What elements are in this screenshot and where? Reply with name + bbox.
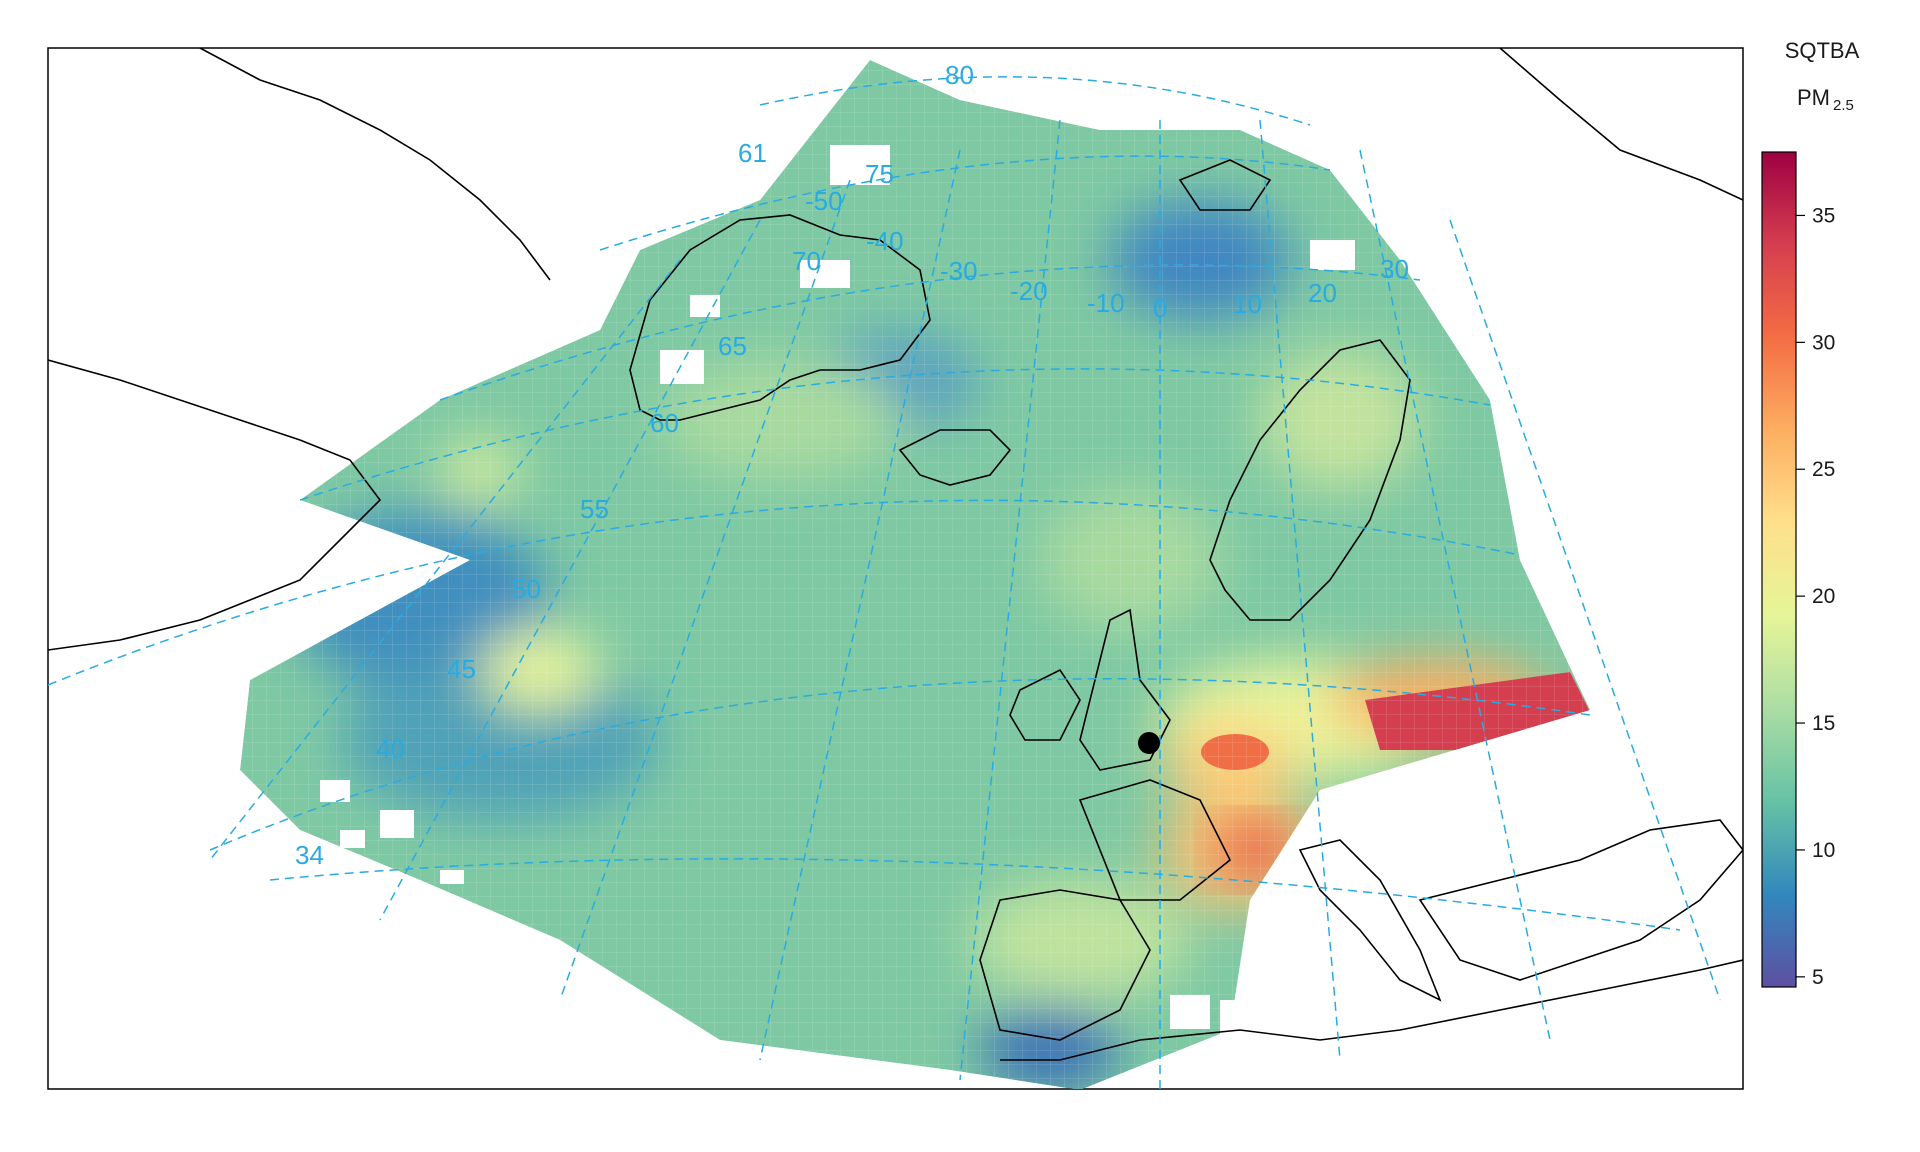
greenland-coast xyxy=(629,214,931,421)
meridian-10 xyxy=(1259,119,1341,1061)
lon-label-20: 20 xyxy=(1308,278,1337,308)
lat-label-40: 40 xyxy=(376,734,405,764)
italy-coast xyxy=(1298,839,1442,1002)
lon-label-0: 0 xyxy=(1153,293,1167,323)
siberia-coast xyxy=(1499,48,1743,201)
svalbard-coast xyxy=(1178,159,1272,211)
north-africa-coast xyxy=(1000,959,1743,1061)
lat-label-50: 50 xyxy=(512,574,541,604)
meridian-20 xyxy=(1359,149,1551,1041)
lat-label-65: 65 xyxy=(718,331,747,361)
legend-title: SQTBA xyxy=(1785,38,1860,63)
parallel-34 xyxy=(269,858,1681,931)
parallel-45 xyxy=(48,499,1521,686)
lat-label-80: 80 xyxy=(945,60,974,90)
meridian-30 xyxy=(1449,219,1721,1001)
colorbar-tick-label: 15 xyxy=(1812,712,1835,735)
colorbar xyxy=(1761,151,1797,988)
lon-label-10: 10 xyxy=(1233,289,1262,319)
colorbar-tick-label: 35 xyxy=(1812,204,1835,227)
north-america-coast xyxy=(48,359,382,651)
legend-variable: PM xyxy=(1797,85,1830,110)
balkans-coast xyxy=(1418,819,1743,981)
legend-variable-subscript: 2.5 xyxy=(1833,97,1854,114)
ireland-coast xyxy=(1009,668,1081,741)
lon-label-minus-40: -40 xyxy=(866,226,904,256)
lon-label-30: 30 xyxy=(1380,254,1409,284)
lat-label-75: 75 xyxy=(865,159,894,189)
lat-label-61: 61 xyxy=(738,138,767,168)
graticule-labels: 80 75 70 65 61 60 55 50 45 40 34 -50 -40… xyxy=(295,60,1409,870)
meridian-minus-20 xyxy=(759,149,961,1061)
lat-label-34: 34 xyxy=(295,840,324,870)
color-legend: SQTBA PM 2.5 5 10 15 20 25 30 35 xyxy=(1761,38,1860,989)
colorbar-ticks: 5 10 15 20 25 30 35 xyxy=(1796,204,1835,989)
iberia-coast xyxy=(979,889,1151,1041)
no-data-cells xyxy=(320,145,1355,1050)
parallel-55 xyxy=(299,368,1491,501)
lat-label-45: 45 xyxy=(447,654,476,684)
arctic-canada-coast xyxy=(199,48,551,281)
graticule xyxy=(48,76,1721,1089)
receptor-point-marker xyxy=(1138,732,1160,754)
lat-label-55: 55 xyxy=(580,494,609,524)
lat-label-70: 70 xyxy=(792,246,821,276)
parallel-60 xyxy=(439,264,1421,401)
colorbar-tick-label: 5 xyxy=(1812,966,1824,989)
colorbar-tick-label: 10 xyxy=(1812,839,1835,862)
colorbar-tick-label: 20 xyxy=(1812,585,1835,608)
iceland-coast xyxy=(898,429,1012,486)
meridian-minus-40 xyxy=(379,219,761,921)
lon-label-minus-10: -10 xyxy=(1087,288,1125,318)
colorbar-tick-label: 25 xyxy=(1812,458,1835,481)
meridian-minus-10 xyxy=(959,119,1061,1081)
great-britain-coast xyxy=(1079,608,1171,771)
parallel-40 xyxy=(209,678,1591,851)
lon-label-minus-30: -30 xyxy=(940,256,978,286)
parallel-80 xyxy=(759,76,1311,126)
lon-label-minus-20: -20 xyxy=(1010,276,1048,306)
lat-label-60: 60 xyxy=(650,408,679,438)
meridian-minus-30 xyxy=(559,179,851,1001)
meridian-minus-50 xyxy=(209,259,681,861)
coastlines xyxy=(48,48,1743,1061)
parallel-70 xyxy=(599,155,1331,251)
colorbar-tick-label: 30 xyxy=(1812,331,1835,354)
lon-label-minus-50: -50 xyxy=(805,186,843,216)
scandinavia-coast xyxy=(1209,339,1411,621)
